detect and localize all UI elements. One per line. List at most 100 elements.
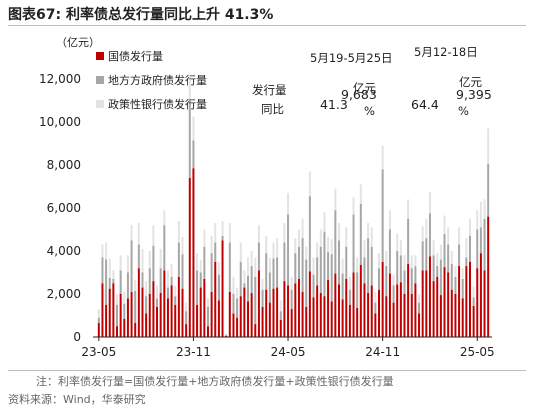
bar-policy [450,251,453,264]
y-axis-unit: （亿元） [56,36,100,49]
bar-treasury [414,283,417,337]
bar-treasury [341,299,344,338]
y-tick-label: 10,000 [39,115,81,129]
bar-policy [126,255,129,273]
bar-local [308,196,311,272]
bar-treasury [428,256,431,338]
y-tick-label: 12,000 [39,72,81,86]
bar-treasury [279,319,282,337]
bar-local [327,252,330,281]
bar-treasury [290,309,293,337]
bar-local [214,242,217,262]
bar-policy [305,246,308,260]
bar-policy [199,259,202,273]
bar-treasury [381,261,384,337]
bar-treasury [330,301,333,337]
bar-treasury [265,289,268,337]
bar-local [225,334,228,336]
bar-policy [192,116,195,141]
bar-policy [148,251,151,269]
bar-local [465,257,468,267]
bar-local [407,218,410,264]
legend-swatch-policy [96,100,104,108]
bar-local [283,242,286,282]
bar-policy [367,223,370,239]
bar-policy [403,255,406,271]
bar-treasury [188,177,191,337]
y-tick-label: 6,000 [47,201,81,215]
bar-local [378,268,381,290]
bar-policy [385,251,388,267]
bar-local [374,302,377,314]
annotation-week1-yoy: 41.3 [320,97,348,112]
bar-local [392,285,395,303]
bar-policy [214,223,217,243]
bar-treasury [385,296,388,337]
bar-local [410,268,413,294]
bar-treasury [141,287,144,337]
bar-treasury [196,304,199,337]
bar-local [163,225,166,271]
bar-treasury [432,281,435,337]
bar-policy [206,298,209,307]
bar-policy [217,261,220,275]
bar-policy [436,253,439,267]
bar-policy [396,233,399,251]
bar-policy [410,255,413,269]
bar-treasury [337,284,340,337]
bar-policy [370,227,373,247]
y-tick-label: 4,000 [47,244,81,258]
bar-local [370,246,373,286]
bar-local [341,273,344,300]
bar-local [152,245,155,282]
bar-policy [294,238,297,254]
annotation-yoy-label: 同比 [261,102,284,116]
bar-treasury [163,270,166,337]
bar-local [421,241,424,271]
bar-treasury [479,253,482,337]
bar-treasury [297,278,300,337]
bar-local [305,259,308,307]
bar-local [337,240,340,285]
bar-policy [345,227,348,247]
bar-treasury [225,335,228,337]
bar-treasury [483,270,486,337]
bar-policy [243,270,246,284]
bar-policy [479,201,482,228]
bar-local [388,229,391,274]
bar-treasury [108,288,111,338]
bar-treasury [421,270,424,337]
legend-item-local: 地方方政府债发行量 [96,68,207,92]
bar-local [425,238,428,271]
bar-local [250,266,253,293]
bar-treasury [170,285,173,337]
bar-policy [458,227,461,245]
bar-treasury [221,240,224,337]
bar-policy [334,188,337,211]
bar-local [257,242,260,271]
bar-treasury [126,298,129,337]
bar-policy [156,285,159,299]
bar-policy [166,270,169,288]
bar-treasury [461,298,464,337]
y-tick-label: 2,000 [47,287,81,301]
bar-policy [472,286,475,298]
bar-policy [381,145,384,170]
bar-local [97,317,100,324]
bar-treasury [206,326,209,337]
bar-treasury [156,306,159,337]
x-tick-label: 23-11 [176,345,211,359]
bar-local [199,272,202,288]
bar-local [385,266,388,297]
bar-local [487,163,490,217]
bar-policy [418,294,421,303]
bar-treasury [370,285,373,337]
y-tick-label: 8,000 [47,158,81,172]
bar-policy [239,242,242,262]
bar-treasury [152,281,155,337]
bar-local [367,238,370,293]
bar-policy [134,280,137,291]
bar-treasury [116,326,119,337]
bar-policy [327,237,330,253]
bar-treasury [454,294,457,337]
